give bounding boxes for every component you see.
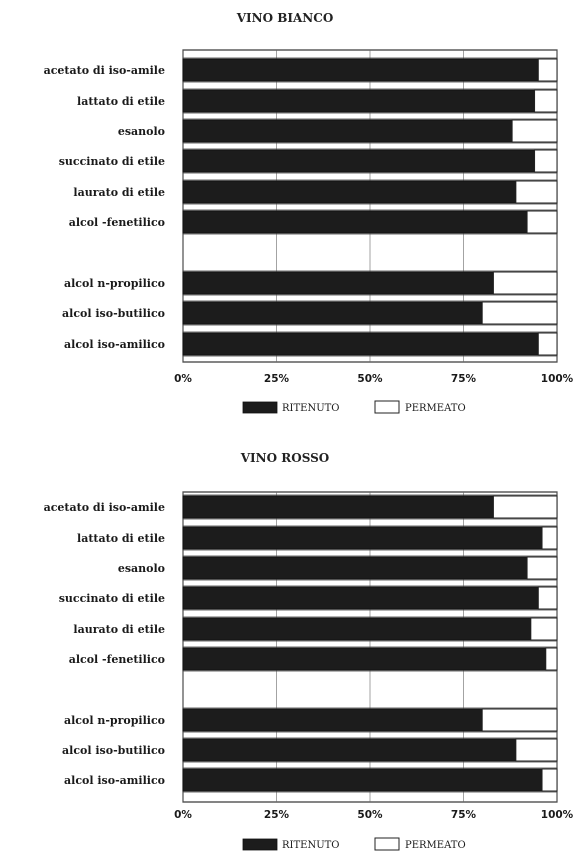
bar-permeato xyxy=(515,738,558,762)
x-tick-label: 25% xyxy=(264,809,290,821)
chart-title: VINO BIANCO xyxy=(236,11,334,25)
bar-permeato xyxy=(530,617,558,641)
bar-ritenuto xyxy=(182,89,535,113)
bar-ritenuto xyxy=(182,119,513,143)
bar-ritenuto xyxy=(182,768,543,792)
legend-swatch-permeato xyxy=(374,837,400,851)
category-label: alcol iso-butilico xyxy=(62,744,165,757)
x-tick-label: 25% xyxy=(264,373,290,385)
category-label: acetato di iso-amile xyxy=(44,501,165,514)
category-label: alcol iso-amilico xyxy=(64,774,165,787)
legend-swatch-permeato xyxy=(374,400,400,414)
bar-permeato xyxy=(541,768,558,792)
bar-permeato xyxy=(481,301,558,325)
bar-permeato xyxy=(534,149,558,173)
bar-permeato xyxy=(526,210,558,234)
bar-ritenuto xyxy=(182,271,494,295)
category-label: esanolo xyxy=(118,562,165,575)
category-label: alcol n-propilico xyxy=(64,277,165,290)
category-label: alcol -fenetilico xyxy=(69,653,165,666)
bar-ritenuto xyxy=(182,586,539,610)
category-label: lattato di etile xyxy=(77,532,165,545)
category-label: succinato di etile xyxy=(59,155,165,168)
legend-label-permeato: PERMEATO xyxy=(405,840,466,851)
bar-permeato xyxy=(537,586,558,610)
category-label: alcol iso-amilico xyxy=(64,338,165,351)
bar-permeato xyxy=(537,332,558,356)
bar-permeato xyxy=(481,708,558,732)
legend-swatch-ritenuto xyxy=(242,838,278,851)
bar-permeato xyxy=(541,526,558,550)
x-tick-label: 0% xyxy=(174,373,192,385)
x-tick-label: 0% xyxy=(174,809,192,821)
bar-ritenuto xyxy=(182,210,528,234)
x-tick-label: 100% xyxy=(541,373,574,385)
bar-ritenuto xyxy=(182,708,483,732)
chart-2: VINO ROSSO 0% 25% 50% 75% 100% acetato di iso-… xyxy=(44,451,574,851)
category-label: laurato di etile xyxy=(73,186,165,199)
bar-ritenuto xyxy=(182,617,532,641)
x-tick-label: 75% xyxy=(451,809,477,821)
category-label: laurato di etile xyxy=(73,623,165,636)
category-label: succinato di etile xyxy=(59,592,165,605)
bar-permeato xyxy=(515,180,558,204)
category-label: lattato di etile xyxy=(77,95,165,108)
bar-permeato xyxy=(537,58,558,82)
bar-ritenuto xyxy=(182,647,547,671)
category-label: alcol n-propilico xyxy=(64,714,165,727)
bar-ritenuto xyxy=(182,526,543,550)
bar-permeato xyxy=(492,495,558,519)
chart-1: VINO BIANCO 0% 25% 50% 75% 100% acetato di iso… xyxy=(44,11,574,414)
bar-ritenuto xyxy=(182,332,539,356)
bar-ritenuto xyxy=(182,556,528,580)
bar-ritenuto xyxy=(182,149,535,173)
bar-permeato xyxy=(492,271,558,295)
legend-label-ritenuto: RITENUTO xyxy=(282,403,340,414)
category-label: acetato di iso-amile xyxy=(44,64,165,77)
x-tick-label: 100% xyxy=(541,809,574,821)
x-tick-label: 75% xyxy=(451,373,477,385)
bar-permeato xyxy=(534,89,558,113)
bar-ritenuto xyxy=(182,180,517,204)
bar-ritenuto xyxy=(182,301,483,325)
legend-label-ritenuto: RITENUTO xyxy=(282,840,340,851)
chart-title: VINO ROSSO xyxy=(240,451,329,465)
bar-ritenuto xyxy=(182,58,539,82)
legend-swatch-ritenuto xyxy=(242,401,278,414)
bar-permeato xyxy=(545,647,558,671)
legend-label-permeato: PERMEATO xyxy=(405,403,466,414)
category-label: alcol iso-butilico xyxy=(62,307,165,320)
bar-ritenuto xyxy=(182,495,494,519)
x-tick-label: 50% xyxy=(357,809,383,821)
bar-permeato xyxy=(526,556,558,580)
bar-permeato xyxy=(511,119,558,143)
x-tick-label: 50% xyxy=(357,373,383,385)
bar-ritenuto xyxy=(182,738,517,762)
category-label: alcol -fenetilico xyxy=(69,216,165,229)
category-label: esanolo xyxy=(118,125,165,138)
